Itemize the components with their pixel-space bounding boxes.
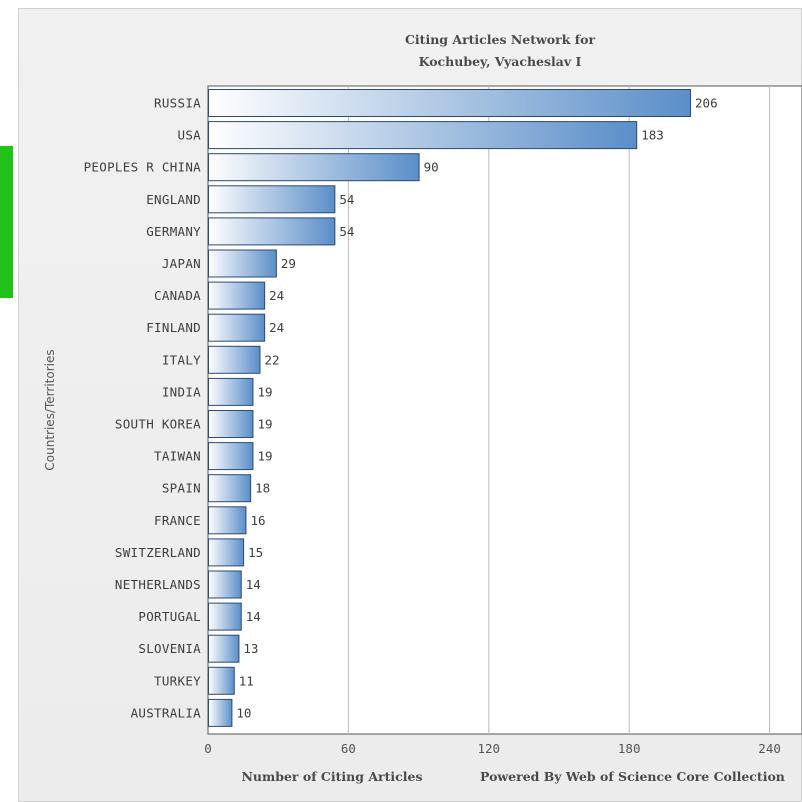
value-label: 54: [339, 192, 354, 207]
category-label: SWITZERLAND: [115, 545, 201, 560]
value-label: 19: [257, 449, 272, 464]
bar-netherlands: [208, 570, 242, 599]
value-label: 14: [246, 577, 261, 592]
category-label: NETHERLANDS: [115, 577, 201, 592]
x-tick-label: 0: [204, 741, 212, 756]
category-label: ITALY: [162, 352, 201, 367]
category-label: SPAIN: [162, 481, 201, 496]
chart-title-line2: Kochubey, Vyacheslav I: [419, 54, 582, 69]
value-label: 206: [695, 96, 718, 111]
category-label: TURKEY: [154, 673, 201, 688]
bar-slovenia: [208, 634, 240, 663]
value-label: 16: [250, 513, 265, 528]
value-label: 24: [269, 288, 284, 303]
bar-australia: [208, 698, 233, 727]
category-label: FINLAND: [146, 320, 201, 335]
category-label: GERMANY: [146, 224, 201, 239]
value-label: 183: [641, 128, 664, 143]
value-label: 15: [248, 545, 263, 560]
bar-taiwan: [208, 442, 254, 471]
bar-russia: [208, 89, 692, 117]
bar-finland: [208, 313, 266, 342]
category-label: CANADA: [154, 288, 201, 303]
value-label: 22: [264, 352, 279, 367]
category-label: JAPAN: [162, 256, 201, 271]
bar-japan: [208, 249, 277, 278]
value-label: 14: [246, 609, 261, 624]
category-label: PEOPLES R CHINA: [84, 160, 202, 175]
y-axis-title: Countries/Territories: [43, 349, 57, 470]
value-label: 19: [257, 384, 272, 399]
bar-italy: [208, 345, 261, 374]
bar-switzerland: [208, 538, 245, 567]
value-label: 90: [424, 160, 439, 175]
category-label: SLOVENIA: [138, 641, 201, 656]
bar-south-korea: [208, 410, 254, 438]
category-label: FRANCE: [154, 513, 201, 528]
category-label: USA: [178, 128, 202, 143]
value-label: 11: [239, 673, 254, 688]
category-label: AUSTRALIA: [131, 705, 202, 720]
bar-france: [208, 506, 247, 535]
value-label: 54: [339, 224, 354, 239]
category-label: PORTUGAL: [138, 609, 201, 624]
x-tick-label: 120: [478, 741, 501, 756]
value-label: 10: [236, 705, 251, 720]
chart-title-line1: Citing Articles Network for: [405, 32, 595, 47]
bar-germany: [208, 217, 336, 246]
value-label: 13: [243, 641, 258, 656]
footer-credit: Powered By Web of Science Core Collectio…: [480, 769, 785, 784]
x-tick-label: 240: [758, 741, 781, 756]
bar-canada: [208, 281, 266, 310]
value-label: 18: [255, 481, 270, 496]
category-label: RUSSIA: [154, 96, 201, 111]
bar-spain: [208, 474, 252, 503]
category-label: SOUTH KOREA: [115, 417, 201, 432]
x-tick-label: 180: [618, 741, 641, 756]
bar-peoples-r-china: [208, 153, 420, 182]
bar-india: [208, 377, 254, 406]
bar-turkey: [208, 666, 235, 695]
value-label: 19: [257, 417, 272, 432]
bar-england: [208, 185, 336, 214]
category-label: TAIWAN: [154, 449, 201, 464]
category-label: INDIA: [162, 384, 201, 399]
x-tick-label: 60: [341, 741, 356, 756]
x-axis-title: Number of Citing Articles: [242, 769, 423, 784]
bar-portugal: [208, 602, 242, 631]
category-label: ENGLAND: [146, 192, 201, 207]
value-label: 24: [269, 320, 284, 335]
value-label: 29: [281, 256, 296, 271]
green-side-marker: [0, 146, 13, 298]
plot-area: [207, 85, 802, 735]
bar-usa: [208, 121, 638, 150]
